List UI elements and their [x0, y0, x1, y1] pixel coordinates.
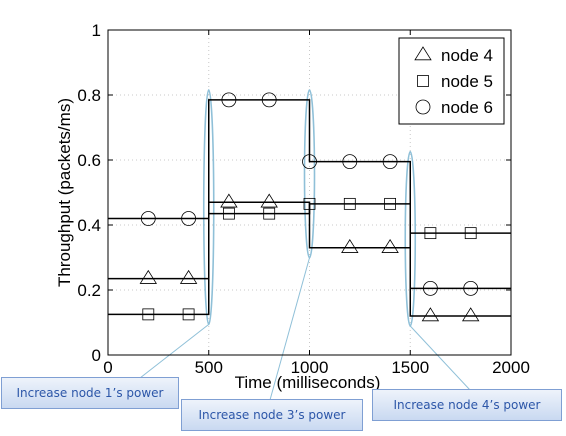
- x-tick-label: 1000: [291, 358, 329, 377]
- data-point-square: [182, 308, 195, 321]
- x-tick-label: 0: [103, 358, 112, 377]
- data-point-triangle: [461, 307, 480, 322]
- data-point-square: [464, 227, 477, 240]
- data-point-square: [263, 207, 276, 220]
- y-tick-label: 0.2: [77, 281, 101, 300]
- legend-marker-circle: [415, 99, 431, 115]
- data-point-square: [424, 227, 437, 240]
- data-point-square: [222, 207, 235, 220]
- legend-marker-triangle: [414, 46, 432, 61]
- legend-entry: node 5: [441, 72, 493, 91]
- data-point-circle: [302, 154, 317, 170]
- data-point-circle: [221, 92, 237, 108]
- series-lines: [108, 99, 511, 317]
- leader-line: [409, 325, 471, 391]
- data-point-circle: [382, 154, 398, 170]
- x-tick-label: 1500: [391, 358, 429, 377]
- leader-line: [139, 323, 210, 379]
- data-point-triangle: [260, 193, 278, 208]
- data-point-circle: [422, 280, 438, 296]
- data-point-triangle: [381, 238, 399, 253]
- x-tick-label: 2000: [492, 358, 530, 377]
- x-tick-label: 500: [195, 358, 223, 377]
- series-markers: [139, 92, 480, 322]
- data-point-square: [303, 197, 316, 210]
- data-point-circle: [463, 280, 479, 296]
- data-point-circle: [181, 211, 197, 226]
- callout-leader-lines: [139, 257, 471, 401]
- data-point-triangle: [139, 269, 158, 284]
- data-point-triangle: [220, 193, 238, 208]
- y-tick-label: 1: [92, 21, 101, 40]
- x-axis-label: Time (milliseconds): [235, 373, 381, 392]
- callout-node-3: Increase node 3’s power: [181, 399, 363, 431]
- data-point-triangle: [421, 307, 440, 322]
- callout-node-1: Increase node 1’s power: [1, 377, 179, 409]
- y-tick-label: 0.6: [77, 151, 101, 170]
- data-point-triangle: [179, 269, 198, 284]
- data-point-circle: [261, 92, 277, 108]
- data-point-square: [343, 197, 356, 210]
- data-point-square: [384, 197, 397, 210]
- axis-ticks: 0 500 1000 1500 2000 0 0.2 0.4 0.6 0.8 1: [77, 21, 530, 377]
- legend: node 4 node 5 node 6: [398, 37, 505, 125]
- data-point-circle: [342, 154, 358, 170]
- y-tick-label: 0.8: [77, 86, 101, 105]
- legend-marker-square: [417, 75, 429, 87]
- callout-node-4: Increase node 4’s power: [372, 389, 562, 421]
- legend-entry: node 4: [441, 46, 493, 65]
- legend-entry: node 6: [441, 98, 493, 117]
- leader-line: [269, 257, 310, 401]
- data-point-square: [142, 308, 155, 321]
- data-point-circle: [140, 211, 156, 226]
- y-tick-label: 0.4: [77, 216, 101, 235]
- series-line: [108, 99, 511, 290]
- y-axis-label: Throughput (packets/ms): [55, 98, 74, 287]
- y-tick-label: 0: [92, 346, 101, 365]
- data-point-triangle: [341, 238, 359, 253]
